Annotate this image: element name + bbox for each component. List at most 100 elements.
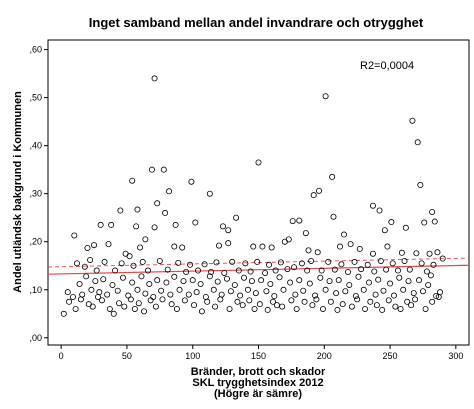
data-point <box>277 259 284 266</box>
data-point <box>398 249 405 256</box>
data-point <box>362 305 369 312</box>
data-point <box>214 278 221 285</box>
data-point <box>219 223 226 230</box>
data-point <box>242 260 249 267</box>
data-point <box>409 117 416 124</box>
data-point <box>306 280 313 287</box>
data-point <box>156 257 163 264</box>
data-point <box>142 290 149 297</box>
data-point <box>296 277 303 284</box>
fit-line-layer <box>47 264 470 275</box>
data-point <box>254 258 261 265</box>
data-point <box>301 298 308 305</box>
data-point <box>338 261 345 268</box>
x-tick-label: 150 <box>251 351 266 361</box>
data-point <box>384 243 391 250</box>
data-point <box>221 269 228 276</box>
data-point <box>308 257 315 264</box>
data-point <box>435 293 442 300</box>
y-axis-ticks: ,00 ,10 ,20 ,30 ,40 ,50 ,60 <box>29 45 48 343</box>
data-point <box>160 166 167 173</box>
data-point <box>400 286 407 293</box>
data-point <box>337 243 344 250</box>
data-point <box>164 266 171 273</box>
data-point <box>339 301 346 308</box>
data-point <box>263 288 270 295</box>
data-point <box>181 297 188 304</box>
data-point <box>413 250 420 257</box>
data-point <box>313 296 320 303</box>
data-point <box>229 258 236 265</box>
x-tick-label: 50 <box>122 351 132 361</box>
data-point <box>335 277 342 284</box>
data-point <box>213 259 220 266</box>
y-tick-label: ,10 <box>29 285 42 295</box>
data-point <box>318 267 325 274</box>
data-point <box>150 293 157 300</box>
data-point <box>188 178 195 185</box>
data-point <box>330 213 337 220</box>
data-point <box>141 308 148 315</box>
chart-title: Inget samband mellan andel invandrare oc… <box>89 15 424 30</box>
data-point <box>258 277 265 284</box>
data-point <box>410 290 417 297</box>
data-point <box>326 278 333 285</box>
data-point <box>262 269 269 276</box>
data-point <box>291 264 298 271</box>
data-point <box>179 244 186 251</box>
data-point <box>416 277 423 284</box>
x-axis-label-line-1: Bränder, brott och skador <box>191 366 326 378</box>
data-point <box>77 296 84 303</box>
data-point <box>133 223 140 230</box>
data-point <box>266 261 273 268</box>
data-point <box>139 258 146 265</box>
data-point <box>176 286 183 293</box>
data-point <box>379 306 386 313</box>
data-point <box>405 278 412 285</box>
data-point <box>319 305 326 312</box>
data-point <box>310 192 317 199</box>
data-point <box>206 273 213 280</box>
data-point <box>414 139 421 146</box>
data-point <box>300 287 307 294</box>
data-point <box>83 273 90 280</box>
data-point <box>433 293 440 300</box>
data-point <box>108 221 115 228</box>
data-point <box>171 273 178 280</box>
data-point <box>271 293 278 300</box>
data-point <box>217 296 224 303</box>
data-point <box>117 207 124 214</box>
data-point <box>158 287 165 294</box>
data-point <box>309 302 316 309</box>
data-point <box>88 286 95 293</box>
data-point <box>373 302 380 309</box>
data-point <box>173 305 180 312</box>
data-point <box>127 296 134 303</box>
data-point <box>389 260 396 267</box>
data-point <box>429 298 436 305</box>
data-point <box>233 214 240 221</box>
data-point <box>381 227 388 234</box>
data-point <box>333 290 340 297</box>
data-point <box>159 296 166 303</box>
data-point <box>385 297 392 304</box>
data-point <box>355 273 362 280</box>
data-point <box>239 302 246 309</box>
data-point <box>148 166 155 173</box>
data-point <box>225 227 232 234</box>
data-point <box>192 219 199 226</box>
data-point <box>280 286 287 293</box>
data-point <box>183 268 190 275</box>
data-point <box>292 291 299 298</box>
y-tick-label: ,60 <box>29 45 42 55</box>
data-point <box>352 293 359 300</box>
data-point <box>419 288 426 295</box>
data-point <box>322 93 329 100</box>
data-point <box>235 267 242 274</box>
data-point <box>154 200 161 207</box>
data-point <box>185 291 192 298</box>
data-point <box>421 219 428 226</box>
data-point <box>426 250 433 257</box>
data-point <box>92 278 99 285</box>
y-tick-label: ,00 <box>29 333 42 343</box>
